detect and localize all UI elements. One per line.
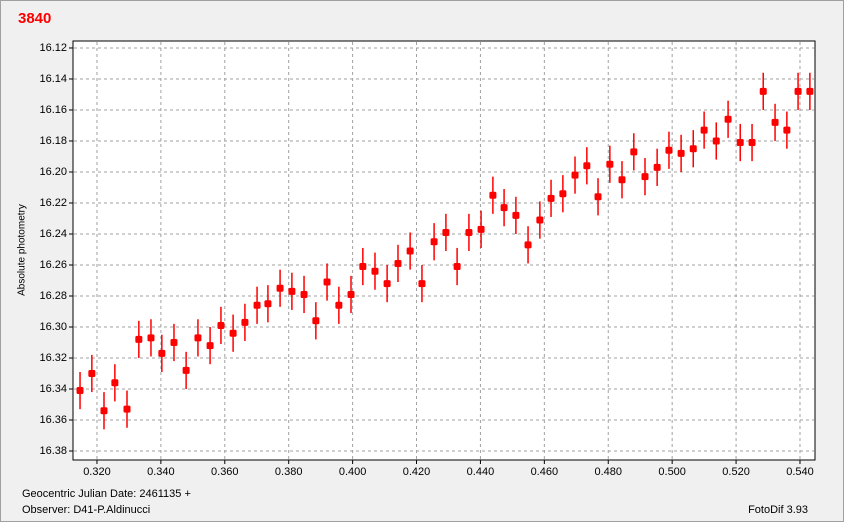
y-tick-label: 16.30 — [39, 321, 67, 333]
y-tick-label: 16.12 — [39, 42, 67, 54]
x-tick-label: 0.480 — [594, 466, 622, 478]
y-tick-label: 16.36 — [39, 414, 67, 426]
data-point — [206, 342, 214, 350]
data-point — [394, 259, 402, 267]
data-point — [689, 145, 697, 153]
data-point — [665, 146, 673, 154]
y-tick-label: 16.32 — [39, 352, 67, 364]
data-point — [700, 126, 708, 134]
x-tick-label: 0.460 — [531, 466, 559, 478]
data-point — [536, 216, 544, 224]
x-tick-label: 0.340 — [147, 466, 175, 478]
data-point — [783, 126, 791, 134]
data-point — [147, 334, 155, 342]
data-point — [618, 176, 626, 184]
observer-note: Observer: D41-P.Aldinucci — [22, 504, 150, 516]
data-point — [794, 87, 802, 95]
data-point — [135, 335, 143, 343]
x-tick-label: 0.540 — [786, 466, 814, 478]
data-point — [312, 317, 320, 325]
y-tick-label: 16.34 — [39, 383, 67, 395]
data-point — [335, 301, 343, 309]
data-point — [524, 241, 532, 249]
data-point — [724, 115, 732, 123]
data-point — [630, 148, 638, 156]
data-point — [359, 263, 367, 271]
data-point — [453, 263, 461, 271]
data-point — [217, 321, 225, 329]
data-point — [264, 300, 272, 308]
data-point — [323, 278, 331, 286]
data-point — [229, 329, 237, 337]
data-point — [418, 280, 426, 288]
data-point — [276, 284, 284, 292]
data-point — [477, 225, 485, 233]
chart-title: 3840 — [18, 10, 51, 27]
data-point — [170, 339, 178, 347]
data-point — [383, 280, 391, 288]
data-point — [241, 318, 249, 326]
data-point — [571, 171, 579, 179]
data-point — [100, 407, 108, 415]
y-tick-label: 16.14 — [39, 73, 67, 85]
data-point — [759, 87, 767, 95]
y-tick-label: 16.18 — [39, 135, 67, 147]
x-axis-label: Geocentric Julian Date: 2461135 + — [22, 488, 191, 500]
y-tick-label: 16.20 — [39, 166, 67, 178]
y-tick-label: 16.24 — [39, 228, 67, 240]
data-point — [489, 191, 497, 199]
y-tick-label: 16.16 — [39, 104, 67, 116]
data-point — [442, 228, 450, 236]
x-tick-label: 0.520 — [722, 466, 750, 478]
data-point — [653, 163, 661, 171]
data-point — [594, 193, 602, 201]
data-point — [123, 405, 131, 413]
data-point — [300, 290, 308, 298]
data-point — [712, 137, 720, 145]
data-point — [748, 139, 756, 147]
data-point — [583, 162, 591, 170]
data-point — [88, 370, 96, 378]
x-tick-label: 0.500 — [658, 466, 686, 478]
y-tick-label: 16.38 — [39, 445, 67, 457]
y-axis-label: Absolute photometry — [17, 204, 28, 296]
x-tick-label: 0.420 — [403, 466, 431, 478]
y-tick-label: 16.28 — [39, 290, 67, 302]
x-tick-label: 0.320 — [83, 466, 111, 478]
data-point — [806, 87, 814, 95]
data-point — [288, 287, 296, 295]
data-point — [76, 387, 84, 395]
data-point — [182, 366, 190, 374]
x-tick-label: 0.440 — [467, 466, 495, 478]
software-note: FotoDif 3.93 — [748, 504, 808, 516]
data-point — [500, 204, 508, 212]
data-point — [371, 267, 379, 275]
data-point — [641, 173, 649, 181]
data-point — [677, 149, 685, 157]
data-point — [158, 349, 166, 357]
plot-area — [72, 40, 816, 461]
data-point — [406, 247, 414, 255]
data-point — [253, 301, 261, 309]
x-tick-label: 0.360 — [211, 466, 239, 478]
data-point — [347, 290, 355, 298]
data-point — [771, 118, 779, 126]
y-tick-label: 16.22 — [39, 197, 67, 209]
data-point — [430, 238, 438, 246]
data-point — [111, 379, 119, 387]
y-tick-label: 16.26 — [39, 259, 67, 271]
data-point — [559, 190, 567, 198]
data-point — [736, 139, 744, 147]
data-point — [465, 228, 473, 236]
data-point — [547, 194, 555, 202]
data-point — [606, 160, 614, 168]
x-tick-label: 0.400 — [339, 466, 367, 478]
x-tick-label: 0.380 — [275, 466, 303, 478]
data-point — [512, 211, 520, 219]
data-point — [194, 334, 202, 342]
